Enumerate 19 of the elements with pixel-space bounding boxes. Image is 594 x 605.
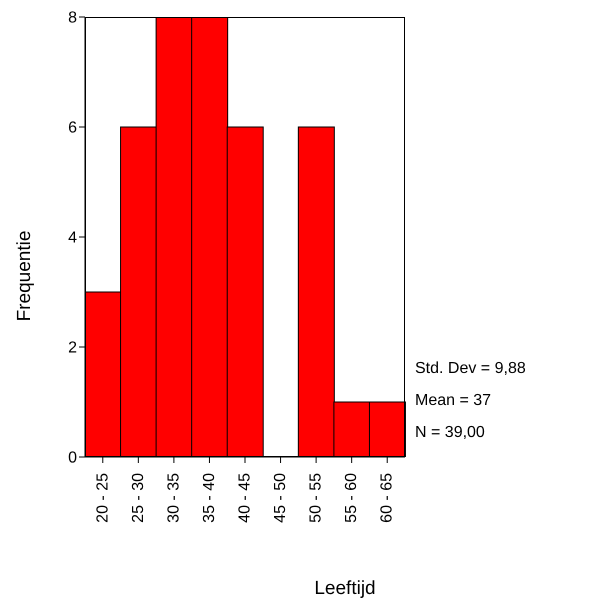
x-tick-label: 45 - 50 [272,472,290,523]
text: Std. Dev = 9,88 [415,360,526,378]
y-tick-label: 6 [68,120,78,137]
y-tick-label: 2 [68,340,78,357]
y-axis-title: Frequentie [14,230,36,324]
x-tick-label: 40 - 45 [236,472,254,523]
y-tick-label: 8 [68,10,78,27]
x-tick-label: 60 - 65 [378,472,396,523]
x-tick-label: 55 - 60 [343,472,360,523]
x-tick-label: 50 - 55 [308,472,325,523]
x-tick-label: 30 - 35 [165,472,182,523]
x-axis-title: Leeftijd [314,578,376,600]
y-tick-label: 4 [68,230,78,247]
text: Mean = 37 [415,392,492,410]
x-tick-label: 25 - 30 [130,472,147,523]
text: N = 39,00 [415,424,485,442]
x-tick-label: 20 - 25 [94,472,112,523]
x-tick-label: 35 - 40 [200,472,218,523]
y-tick-label: 0 [68,450,78,467]
